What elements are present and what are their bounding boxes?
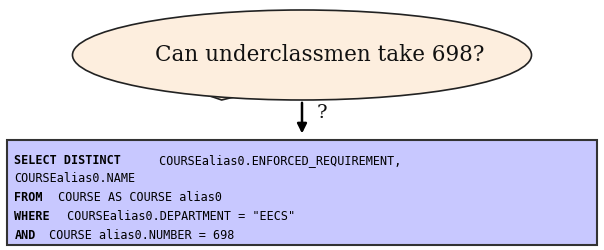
- Text: COURSEalias0.DEPARTMENT = "EECS": COURSEalias0.DEPARTMENT = "EECS": [60, 210, 295, 223]
- Polygon shape: [176, 84, 268, 100]
- Text: Can underclassmen take 698?: Can underclassmen take 698?: [155, 44, 485, 66]
- Text: COURSEalias0.NAME: COURSEalias0.NAME: [14, 172, 136, 186]
- Text: COURSE alias0.NUMBER = 698: COURSE alias0.NUMBER = 698: [42, 229, 234, 242]
- Text: AND: AND: [14, 229, 36, 242]
- Text: COURSE AS COURSE alias0: COURSE AS COURSE alias0: [51, 191, 222, 204]
- Text: WHERE: WHERE: [14, 210, 50, 223]
- Text: ?: ?: [317, 104, 328, 122]
- Text: SELECT DISTINCT: SELECT DISTINCT: [14, 154, 121, 167]
- Text: COURSEalias0.ENFORCED_REQUIREMENT,: COURSEalias0.ENFORCED_REQUIREMENT,: [152, 154, 402, 167]
- Text: FROM: FROM: [14, 191, 43, 204]
- Ellipse shape: [72, 10, 532, 100]
- FancyBboxPatch shape: [7, 140, 597, 245]
